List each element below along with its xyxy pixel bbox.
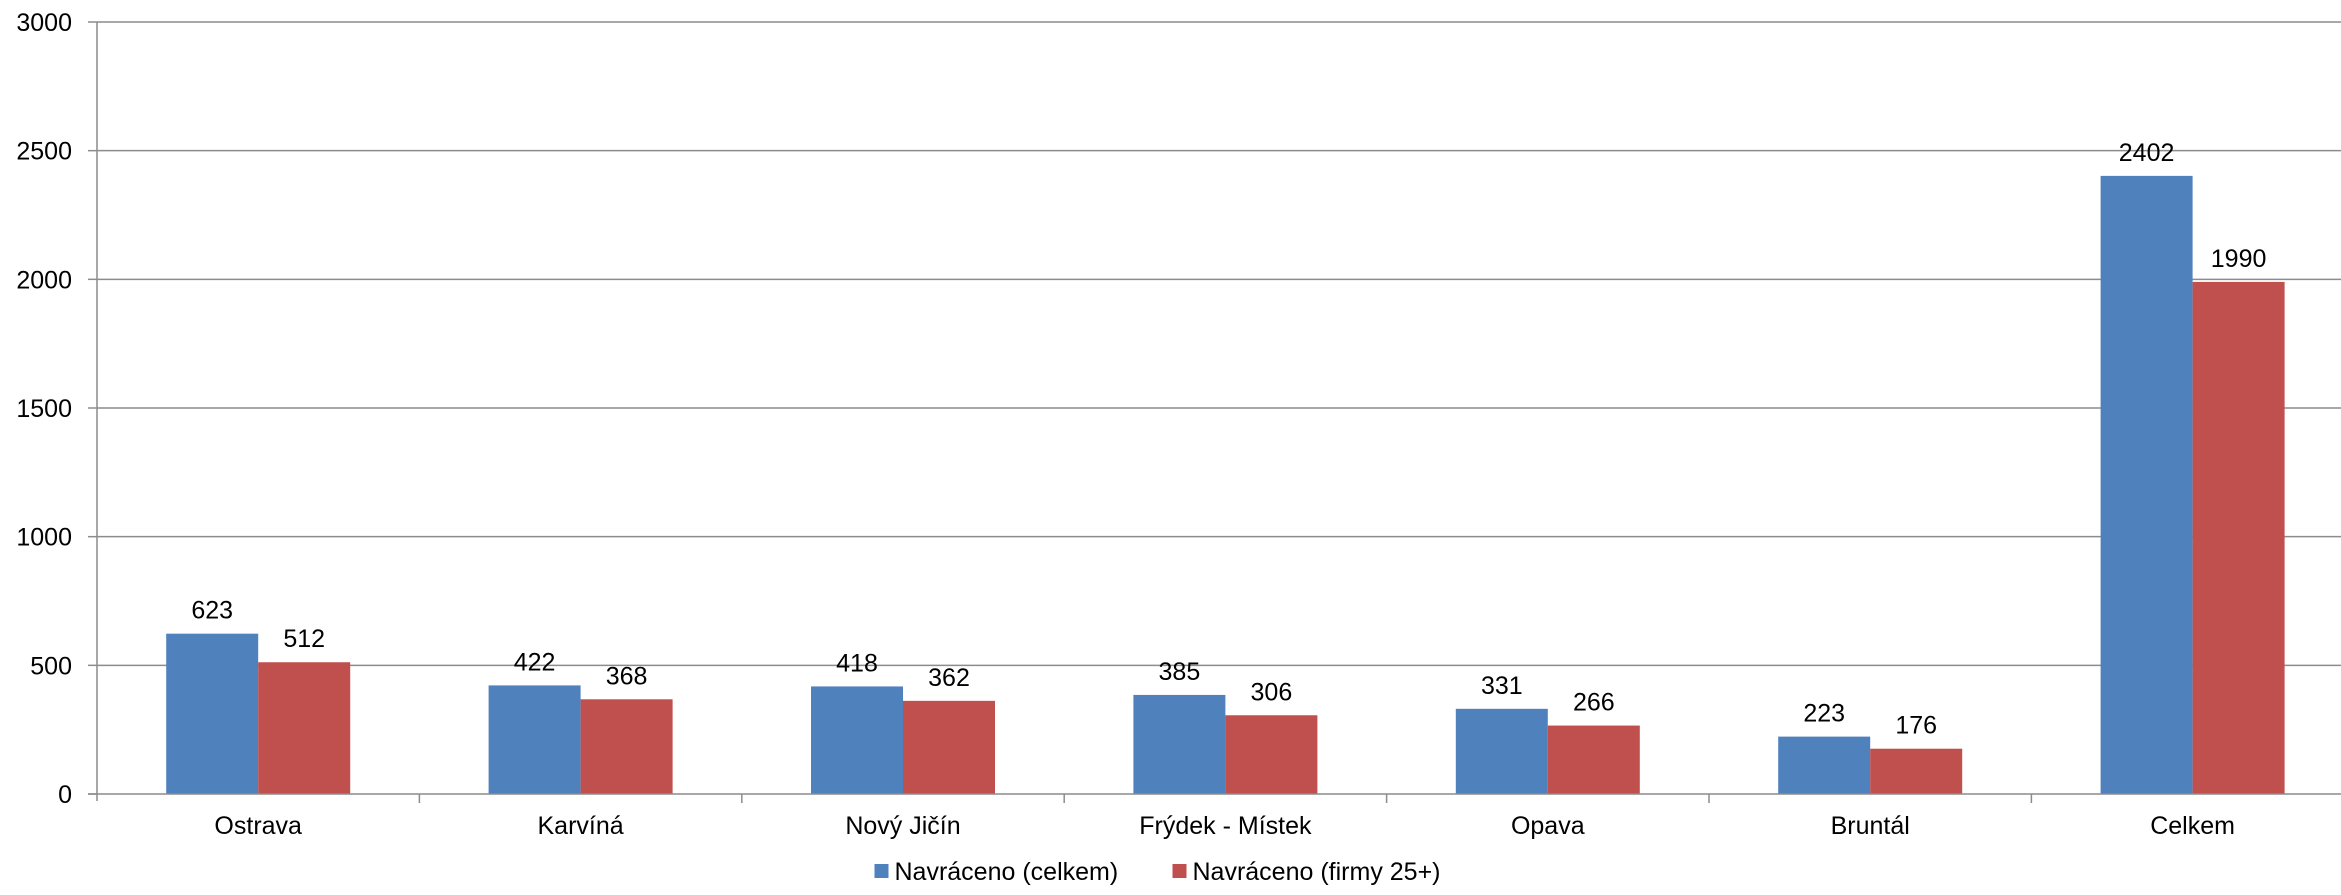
bar-celkem [1455, 708, 1548, 794]
data-label: 2402 [2119, 139, 2175, 167]
legend: Navráceno (celkem) Navráceno (firmy 25+) [874, 858, 1441, 886]
x-tick-label: Celkem [2150, 812, 2235, 840]
data-label: 385 [1159, 658, 1201, 686]
data-label: 176 [1895, 712, 1937, 740]
x-tick-label: Karvíná [538, 812, 624, 840]
y-tick-label: 2500 [16, 138, 72, 166]
bar-firmy-25-plus [903, 700, 995, 794]
y-axis: 0 500 1000 1500 2000 2500 3000 [16, 9, 98, 809]
bar-firmy-25-plus [258, 662, 351, 794]
data-label: 422 [514, 648, 556, 676]
y-tick-label: 2000 [16, 266, 72, 294]
bar-celkem [811, 686, 903, 794]
x-tick-label: Opava [1511, 812, 1585, 840]
y-tick-label: 1000 [16, 524, 72, 552]
data-label: 223 [1803, 700, 1845, 728]
y-tick-label: 0 [58, 781, 72, 809]
bar-celkem [2100, 175, 2193, 795]
x-tick-label: Nový Jičín [845, 812, 960, 840]
bar-firmy-25-plus [1870, 748, 1963, 794]
bar-celkem [488, 685, 581, 794]
y-tick-label: 3000 [16, 9, 72, 37]
x-tick-label: Frýdek - Místek [1139, 812, 1312, 840]
bar-celkem [1778, 736, 1871, 794]
data-label: 266 [1573, 689, 1615, 717]
bar-celkem [1133, 694, 1226, 794]
gridlines [97, 21, 2341, 667]
data-label: 362 [928, 664, 970, 692]
bar-celkem [166, 633, 259, 794]
data-label: 623 [191, 597, 233, 625]
y-tick-label: 500 [30, 652, 72, 680]
bar-firmy-25-plus [580, 699, 673, 794]
y-tick-label: 1500 [16, 395, 72, 423]
data-label: 512 [283, 625, 325, 653]
data-label: 1990 [2211, 245, 2267, 273]
bar-firmy-25-plus [1547, 725, 1640, 794]
legend-swatch [874, 864, 889, 878]
bars [166, 175, 2285, 795]
data-label: 418 [836, 649, 878, 677]
x-tick-label: Bruntál [1831, 812, 1910, 840]
data-label: 368 [606, 662, 648, 690]
data-labels: 623 512 422 368 418 362 385 306 331 266 223 176 2402… [191, 139, 2266, 740]
data-label: 306 [1251, 678, 1293, 706]
legend-label: Navráceno (celkem) [895, 858, 1119, 886]
x-tick-label: Ostrava [214, 812, 302, 840]
data-label: 331 [1481, 672, 1523, 700]
x-axis: Ostrava Karvíná Nový Jičín Frýdek - Místek O… [88, 793, 2341, 840]
legend-swatch [1172, 864, 1187, 878]
bar-firmy-25-plus [1225, 715, 1318, 794]
bar-firmy-25-plus [2192, 281, 2285, 794]
legend-label: Navráceno (firmy 25+) [1193, 858, 1441, 886]
